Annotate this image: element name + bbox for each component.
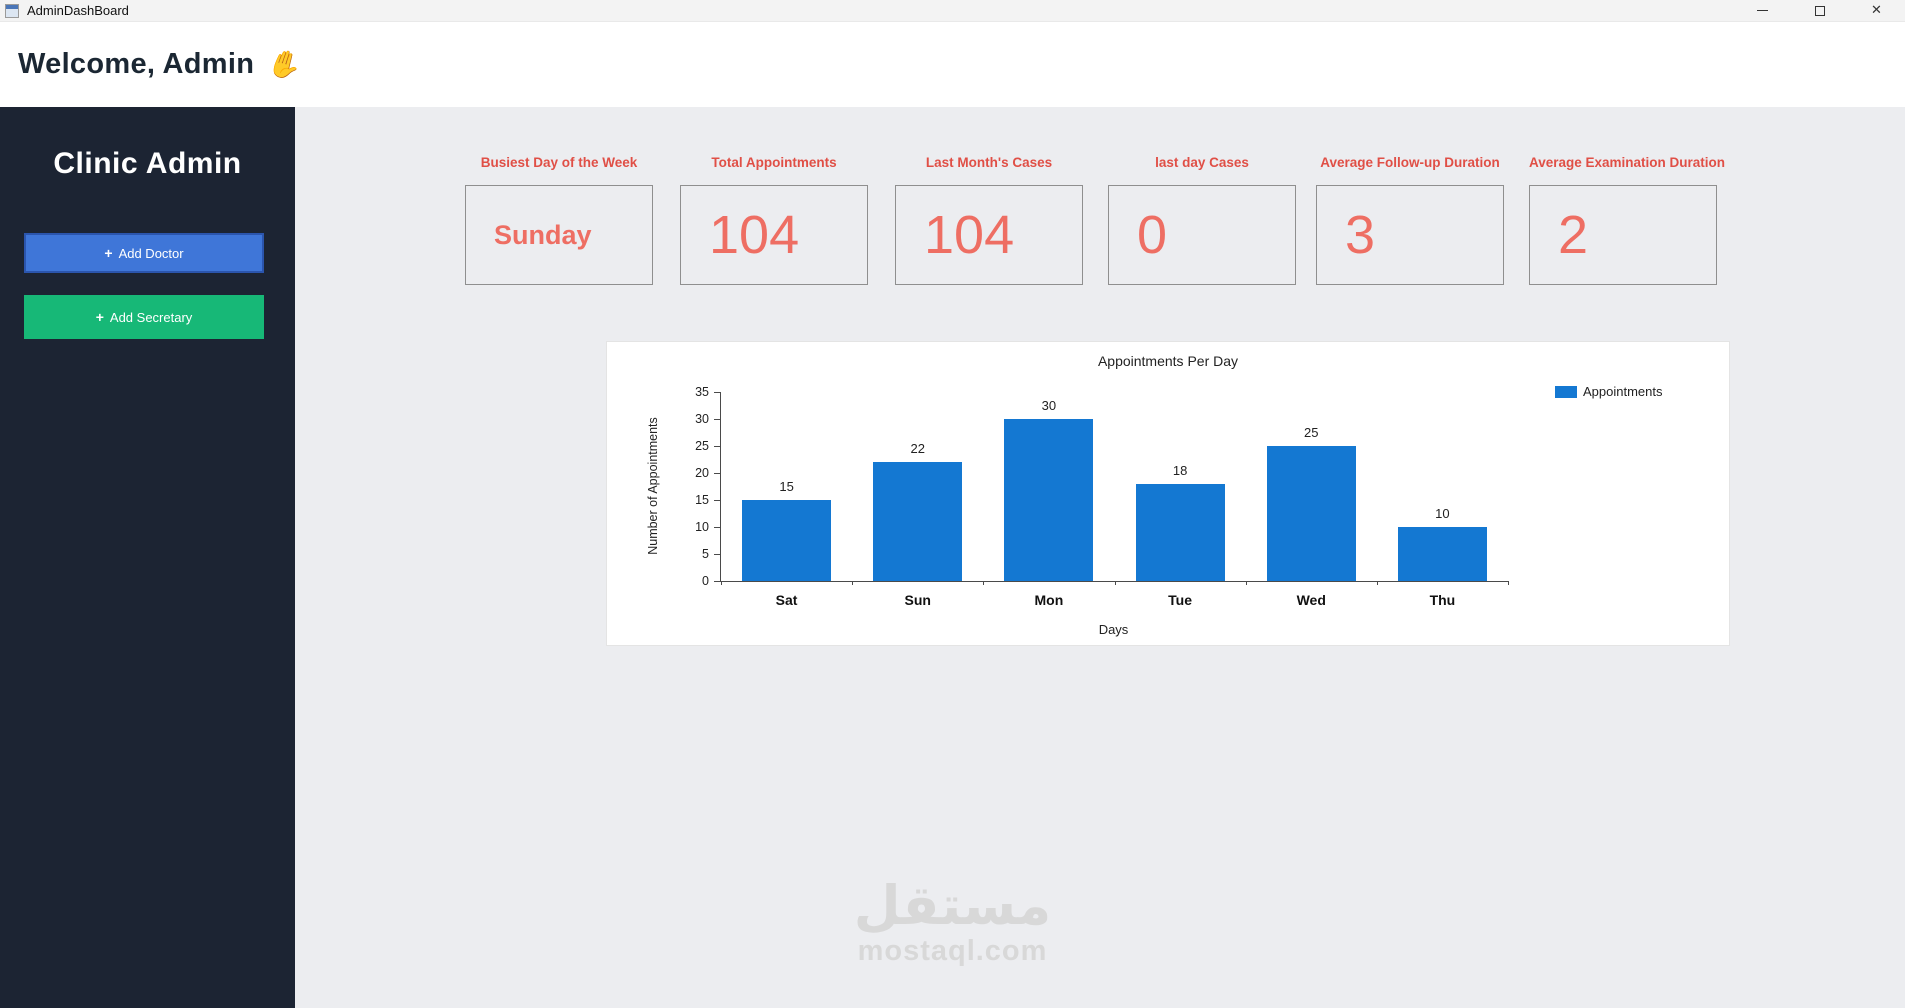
stat-label: Average Examination Duration [1529,155,1726,170]
y-tick-mark [714,500,720,501]
stat-label: Total Appointments [711,155,837,170]
x-category-label: Sat [775,592,798,608]
stat-value-box: 104 [680,185,868,285]
stat-value-box: 2 [1529,185,1717,285]
chart-bar [1004,419,1094,581]
add-doctor-button[interactable]: + Add Doctor [24,233,264,273]
window-controls: ✕ [1734,0,1905,21]
stat-value-box: Sunday [465,185,653,285]
x-tick-mark [1508,581,1509,585]
maximize-button[interactable] [1791,0,1848,21]
welcome-text: Welcome, Admin [18,48,255,80]
legend-label: Appointments [1583,384,1663,399]
stat-card-avg-examination: Average Examination Duration 2 [1529,155,1726,285]
stat-value: 0 [1137,205,1168,265]
chart-legend: Appointments [1555,384,1663,399]
chart-bar [1266,446,1356,581]
stat-value: 2 [1558,205,1589,265]
add-secretary-label: Add Secretary [109,309,193,325]
y-tick-mark [714,581,720,582]
maximize-icon [1814,5,1825,16]
y-tick-label: 0 [702,574,709,588]
stat-label: Busiest Day of the Week [480,155,638,170]
wave-hand-icon: ✋ [264,45,306,85]
close-icon: ✕ [1871,3,1882,18]
stat-value-box: 104 [895,185,1083,285]
minimize-icon [1757,10,1768,11]
stat-card-busiest-day: Busiest Day of the Week Sunday [465,155,653,285]
x-tick-mark [1376,581,1378,585]
y-tick-label: 10 [695,520,709,534]
stat-value: 104 [924,205,1015,265]
chart-plot: 0 5 10 15 20 25 30 35 15 Sat 22 Sun 30 Mon 18 Tue 25 Wed 1… [695,385,1509,608]
stat-value: 3 [1345,205,1376,265]
stat-value-box: 0 [1108,185,1296,285]
y-tick-label: 25 [695,439,709,453]
x-category-label: Sun [904,592,931,608]
y-tick-label: 5 [702,547,709,561]
stat-value: Sunday [494,219,592,250]
chart-panel: Appointments Per Day Appointments Number… [606,341,1730,646]
bar-value-label: 15 [779,479,794,494]
stat-label: Last Month's Cases [925,155,1053,170]
legend-swatch [1555,385,1577,398]
y-tick-mark [714,554,720,555]
x-tick-mark [852,581,854,585]
x-tick-mark [983,581,985,585]
chart-bar [742,500,832,581]
add-doctor-label: Add Doctor [118,245,184,261]
stat-value: 104 [709,205,800,265]
stat-value-box: 3 [1316,185,1504,285]
bar-value-label: 25 [1304,425,1319,440]
main-area: Busiest Day of the Week Sunday Total App… [295,107,1905,1008]
stat-label: Average Follow-up Duration [1320,155,1500,170]
stat-card-avg-followup: Average Follow-up Duration 3 [1316,155,1504,285]
y-tick-mark [714,473,720,474]
bar-value-label: 10 [1435,506,1450,521]
stat-card-last-month-cases: Last Month's Cases 104 [895,155,1083,285]
x-tick-mark [721,581,722,585]
y-tick-label: 20 [695,466,709,480]
y-tick-label: 30 [695,412,709,426]
chart-title: Appointments Per Day [1097,353,1239,369]
window-title: AdminDashBoard [27,3,129,18]
y-axis-title: Number of Appointments [646,417,660,555]
sidebar: Clinic Admin + Add Doctor + Add Secretar… [0,107,295,1008]
x-tick-mark [1114,581,1116,585]
sidebar-title: Clinic Admin [53,147,242,180]
x-tick-mark [1245,581,1247,585]
y-tick-mark [714,446,720,447]
x-category-label: Thu [1429,592,1456,608]
plus-icon: + [104,245,113,261]
x-category-label: Tue [1168,592,1192,608]
x-category-label: Mon [1034,592,1064,608]
title-bar: AdminDashBoard ✕ [0,0,1905,22]
close-button[interactable]: ✕ [1848,0,1905,21]
chart-bar [873,462,963,581]
stat-card-total-appointments: Total Appointments 104 [680,155,868,285]
y-tick-label: 15 [695,493,709,507]
y-tick-mark [714,392,720,393]
plus-icon: + [95,309,104,325]
stat-card-last-day-cases: last day Cases 0 [1108,155,1296,285]
minimize-button[interactable] [1734,0,1791,21]
bar-value-label: 18 [1172,462,1188,478]
bar-value-label: 30 [1041,398,1057,413]
chart-bar [1135,483,1225,581]
x-axis-title: Days [1098,622,1129,637]
chart-bar [1397,527,1487,581]
y-tick-label: 35 [695,385,709,399]
x-category-label: Wed [1296,592,1326,608]
welcome-bar: Welcome, Admin ✋ [0,22,1905,107]
app-icon [5,3,19,18]
y-tick-mark [714,419,720,420]
add-secretary-button[interactable]: + Add Secretary [24,295,264,339]
y-tick-mark [714,527,720,528]
stat-label: last day Cases [1155,155,1249,170]
bar-value-label: 22 [910,441,925,457]
